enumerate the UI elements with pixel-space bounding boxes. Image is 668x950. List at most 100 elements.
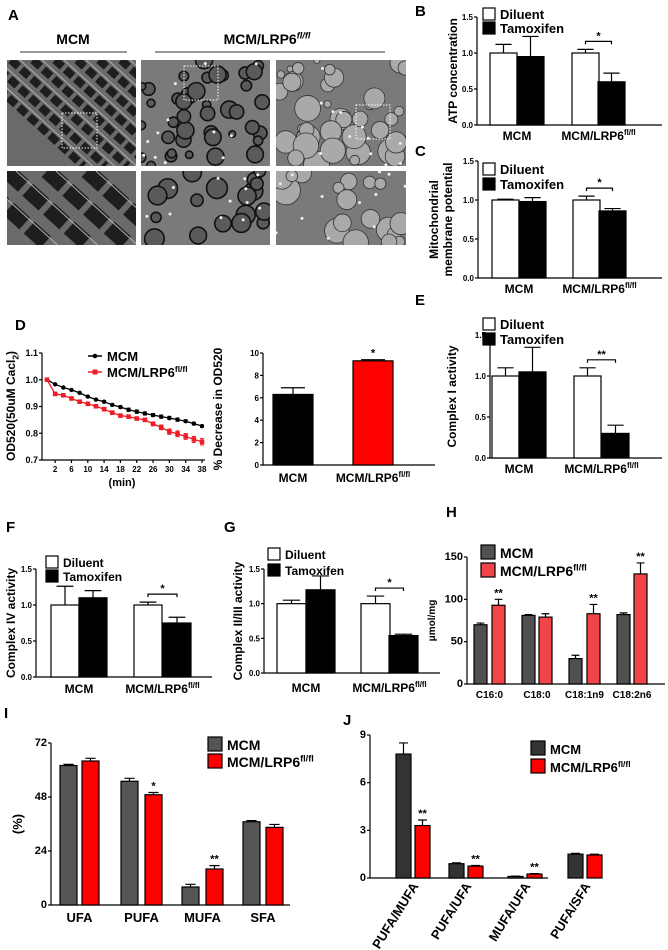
category-label: PUFA/SFA bbox=[547, 879, 594, 941]
bar bbox=[616, 613, 631, 685]
legend-label: MCM/LRP6fl/fl bbox=[227, 753, 314, 770]
significance-marker: ** bbox=[471, 853, 480, 865]
error-bar bbox=[578, 195, 595, 200]
y-tick-label: 0.0 bbox=[462, 121, 474, 130]
y-tick-label: 0.5 bbox=[475, 413, 487, 422]
significance-marker: ** bbox=[589, 592, 598, 604]
panel-label: B bbox=[415, 3, 426, 20]
bar bbox=[526, 873, 543, 879]
group-label-lrp6: MCM/LRP6fl/fl bbox=[224, 30, 311, 47]
data-point bbox=[158, 425, 164, 430]
bar bbox=[388, 634, 419, 674]
bar bbox=[242, 821, 261, 906]
significance-marker: * bbox=[151, 781, 156, 793]
bar bbox=[205, 868, 224, 906]
error-bar bbox=[185, 883, 196, 887]
significance-marker: ** bbox=[418, 808, 427, 820]
error-bar bbox=[84, 590, 102, 598]
legend-label: Diluent bbox=[500, 162, 545, 177]
legend-swatch bbox=[45, 555, 59, 569]
bar bbox=[305, 589, 336, 674]
legend-label: Tamoxifen bbox=[500, 332, 564, 347]
significance-marker: * bbox=[160, 583, 165, 595]
error-bar bbox=[168, 616, 186, 623]
data-point bbox=[69, 387, 74, 393]
y-tick-label: 0.0 bbox=[21, 673, 33, 682]
error-bar bbox=[471, 864, 480, 867]
legend-swatch bbox=[482, 162, 496, 176]
legend-swatch bbox=[530, 758, 546, 774]
y-tick-label: 0.5 bbox=[463, 235, 475, 244]
bar bbox=[572, 199, 601, 279]
panel-label: F bbox=[6, 519, 15, 536]
category-label: MCM bbox=[65, 682, 94, 696]
category-label: MCM/LRP6fl/fl bbox=[336, 470, 410, 485]
legend-swatch bbox=[482, 177, 496, 191]
panel-label: I bbox=[4, 705, 8, 722]
error-bar bbox=[495, 43, 512, 53]
y-tick-label: 1.5 bbox=[462, 13, 474, 22]
error-bar bbox=[394, 633, 413, 636]
category-label: MCM bbox=[503, 129, 532, 143]
significance-marker: ** bbox=[636, 551, 645, 563]
error-bar bbox=[589, 603, 598, 614]
y-tick-label: 1.0 bbox=[462, 49, 474, 58]
y-axis-label: Complex I activity bbox=[445, 345, 459, 447]
category-label: MCM bbox=[505, 282, 534, 296]
bar bbox=[59, 764, 78, 906]
data-point bbox=[199, 439, 205, 445]
y-tick-label: 1.0 bbox=[21, 601, 33, 610]
data-point bbox=[61, 385, 66, 390]
data-point bbox=[167, 429, 172, 434]
bar bbox=[467, 865, 484, 879]
y-tick-label: 0.0 bbox=[463, 274, 475, 283]
data-point bbox=[85, 401, 91, 407]
category-label: MCM bbox=[505, 462, 534, 476]
legend-label: MCM bbox=[227, 737, 260, 753]
y-axis-label: (%) bbox=[10, 814, 25, 834]
legend-label: Diluent bbox=[500, 317, 545, 332]
chart-panel-d-bar: 0 2 4 6 8 10 MCM MCM/LRP6fl/fl * % Decrease in OD… bbox=[211, 347, 435, 485]
data-point bbox=[93, 403, 99, 409]
panel-label: J bbox=[343, 712, 351, 729]
category-label: MCM/LRP6fl/fl bbox=[352, 680, 426, 695]
error-bar bbox=[63, 763, 74, 766]
y-tick-label: 72 bbox=[35, 737, 47, 749]
data-point bbox=[52, 391, 58, 397]
x-tick-label: 14 bbox=[100, 465, 109, 474]
legend-swatch bbox=[45, 569, 59, 583]
legend-swatch bbox=[482, 332, 496, 346]
y-tick-label: 1.5 bbox=[249, 565, 261, 574]
data-point bbox=[191, 437, 197, 442]
error-bar bbox=[361, 359, 385, 361]
error-bar bbox=[269, 823, 280, 828]
bar bbox=[568, 657, 583, 685]
y-tick-label: 24 bbox=[35, 845, 48, 857]
data-point bbox=[167, 415, 172, 421]
category-label: C16:0 bbox=[476, 690, 504, 701]
legend-label: Diluent bbox=[500, 7, 545, 22]
chart-panel-F: F 0.0 0.5 1.0 1.5 MCM MCM/LRP6fl/fl * DiluentTam… bbox=[4, 519, 212, 696]
data-point bbox=[101, 399, 107, 404]
legend-swatch bbox=[207, 753, 223, 769]
y-tick-label: 100 bbox=[445, 593, 463, 605]
bar bbox=[133, 604, 163, 678]
chart-panel-H: H 0 50 100 150 C16:0 C18:0 C18:1n9 C18:2n6 ** ** **… bbox=[427, 504, 665, 701]
error-bar bbox=[497, 198, 514, 200]
category-label: MCM/LRP6fl/fl bbox=[564, 461, 638, 476]
bar bbox=[573, 375, 602, 459]
bar bbox=[144, 794, 163, 906]
legend-swatch bbox=[482, 317, 496, 331]
error-bar bbox=[522, 35, 539, 57]
y-tick-label: 0.5 bbox=[462, 85, 474, 94]
error-bar bbox=[366, 595, 385, 604]
legend-swatch bbox=[482, 21, 496, 35]
significance-marker: ** bbox=[210, 854, 219, 866]
legend-swatch bbox=[267, 547, 281, 561]
data-point bbox=[134, 416, 140, 421]
x-tick-label: 26 bbox=[149, 465, 158, 474]
data-point bbox=[110, 402, 115, 408]
y-tick-label: 1.5 bbox=[475, 331, 487, 340]
error-bar bbox=[524, 197, 541, 202]
